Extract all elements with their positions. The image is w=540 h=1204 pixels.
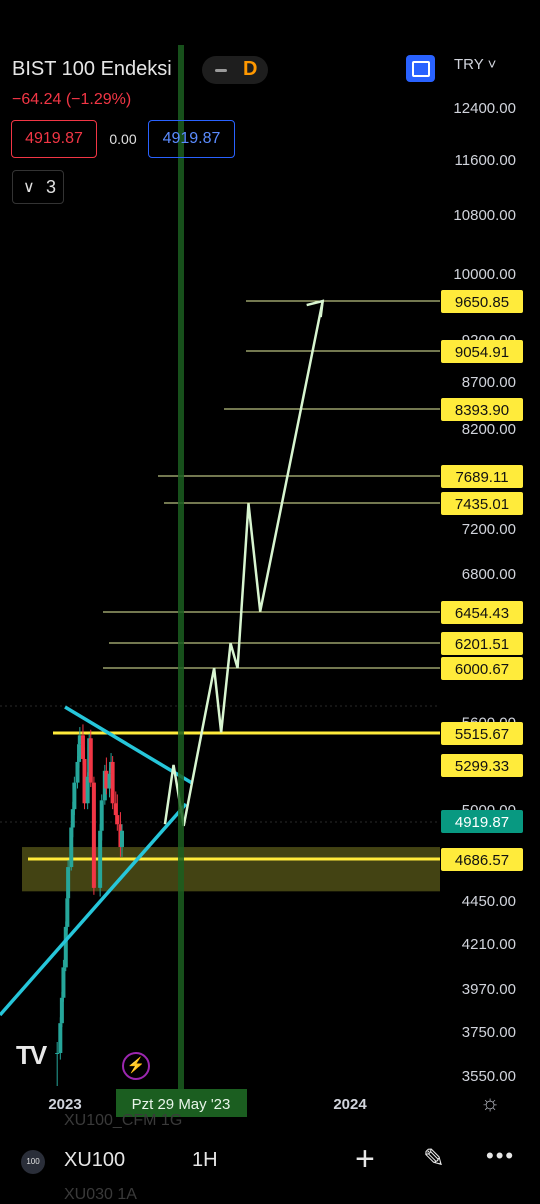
y-tick-label: 4210.00 xyxy=(462,936,516,953)
gear-icon[interactable]: ☼ xyxy=(480,1090,501,1115)
candle xyxy=(58,1023,63,1053)
currency-selector[interactable]: TRY ˅ xyxy=(454,56,497,73)
candle xyxy=(91,782,96,888)
y-tick-label: 12400.00 xyxy=(453,100,516,117)
price-label: 6000.67 xyxy=(455,661,509,678)
price-label-box xyxy=(441,492,523,515)
y-tick-label: 8200.00 xyxy=(462,421,516,438)
candle xyxy=(77,735,82,745)
date-marker xyxy=(178,45,184,1090)
timeframe-selector[interactable]: 1H xyxy=(192,1149,218,1171)
price-label: 5299.33 xyxy=(455,758,509,775)
price-label-box xyxy=(441,848,523,871)
projection-path xyxy=(163,300,324,827)
candle xyxy=(63,926,68,968)
plus-icon[interactable]: + xyxy=(355,1140,375,1178)
price-label-box xyxy=(441,657,523,680)
timeframe-label: D xyxy=(243,58,258,80)
candle xyxy=(55,1053,60,1054)
buy-price-button[interactable]: 4919.87 xyxy=(148,120,235,158)
price-label: 7689.11 xyxy=(455,469,508,486)
candle xyxy=(70,809,75,828)
current-price-box xyxy=(441,810,523,833)
ascending-trendline xyxy=(0,802,188,1017)
price-label-box xyxy=(441,632,523,655)
candle xyxy=(85,776,90,804)
spread-value: 0.00 xyxy=(109,131,137,147)
more-icon[interactable]: ••• xyxy=(486,1143,516,1168)
candle xyxy=(61,967,66,998)
symbol-badge: 100 xyxy=(21,1150,45,1174)
chevron-down-icon: ∨ xyxy=(23,179,35,196)
price-label-box xyxy=(441,340,523,363)
crosshair-date-label: Pzt 29 May '23 xyxy=(132,1096,231,1113)
y-tick-label: 10000.00 xyxy=(453,266,516,283)
timeframe-pill[interactable]: D xyxy=(202,56,268,84)
price-label-box xyxy=(441,290,523,313)
price-label: 6454.43 xyxy=(455,605,509,622)
pen-icon[interactable]: ✎ xyxy=(423,1143,445,1173)
candle xyxy=(59,997,64,1024)
ghost-symbol-above: XU100_CFM 1G xyxy=(64,1112,183,1129)
price-label: 5515.67 xyxy=(455,726,509,743)
candle xyxy=(104,770,109,789)
price-label-box xyxy=(441,465,523,488)
price-label: 9650.85 xyxy=(455,294,509,311)
candle xyxy=(98,830,103,888)
support-zone xyxy=(22,847,440,892)
price-label: 8393.90 xyxy=(455,402,509,419)
indicators-toggle[interactable]: ∨ 3 xyxy=(12,170,64,204)
x-tick-label: 2023 xyxy=(48,1096,81,1113)
indicators-count: 3 xyxy=(46,177,57,197)
sell-price-button[interactable]: 4919.87 xyxy=(11,120,97,158)
descending-trendline xyxy=(64,705,193,785)
candle xyxy=(82,758,87,804)
candle xyxy=(65,898,70,927)
price-label: 4686.57 xyxy=(455,852,509,869)
candle xyxy=(75,761,80,783)
candle xyxy=(66,867,71,899)
ghost-symbol-below: XU030 1A xyxy=(64,1186,137,1203)
crosshair-date-box xyxy=(116,1089,247,1117)
symbol-selector[interactable]: XU100 xyxy=(64,1149,126,1171)
y-tick-label: 3550.00 xyxy=(462,1068,516,1085)
candle xyxy=(72,782,77,810)
projection-arrowhead xyxy=(306,299,325,318)
candle xyxy=(120,830,124,848)
candle xyxy=(113,803,118,816)
price-label: 6201.51 xyxy=(455,636,509,653)
fullscreen-icon[interactable] xyxy=(406,55,435,82)
candle xyxy=(115,815,120,825)
price-label: 7435.01 xyxy=(455,496,509,513)
candle xyxy=(80,735,85,759)
price-label-box xyxy=(441,601,523,624)
candle xyxy=(88,738,93,783)
candle xyxy=(69,827,74,868)
candle xyxy=(110,761,115,804)
candle xyxy=(99,800,104,831)
price-label: 9054.91 xyxy=(455,344,509,361)
price-label-box xyxy=(441,398,523,421)
y-tick-label: 11600.00 xyxy=(455,152,516,169)
current-price-label: 4919.87 xyxy=(455,814,509,831)
lightning-icon[interactable]: ⚡ xyxy=(122,1052,150,1080)
y-tick-label: 8700.00 xyxy=(462,374,516,391)
y-tick-label: 10800.00 xyxy=(453,207,516,224)
x-tick-label: 2024 xyxy=(333,1096,367,1113)
symbol-title[interactable]: BIST 100 Endeksi xyxy=(12,58,172,80)
price-chart[interactable]: 12400.0011600.0010800.0010000.009200.008… xyxy=(0,0,540,1120)
y-tick-label: 7200.00 xyxy=(462,521,516,538)
y-tick-label: 3750.00 xyxy=(462,1024,516,1041)
y-tick-label: 4450.00 xyxy=(462,893,516,910)
bottom-toolbar xyxy=(0,1120,540,1200)
tradingview-logo: TV xyxy=(16,1040,47,1070)
candle xyxy=(77,744,82,762)
price-change: −64.24 (−1.29%) xyxy=(12,91,132,108)
y-tick-label: 3970.00 xyxy=(462,981,516,998)
minus-icon xyxy=(215,69,227,72)
y-tick-label: 6800.00 xyxy=(462,566,516,583)
price-label-box xyxy=(441,754,523,777)
price-label-box xyxy=(441,722,523,745)
candle xyxy=(107,773,112,789)
